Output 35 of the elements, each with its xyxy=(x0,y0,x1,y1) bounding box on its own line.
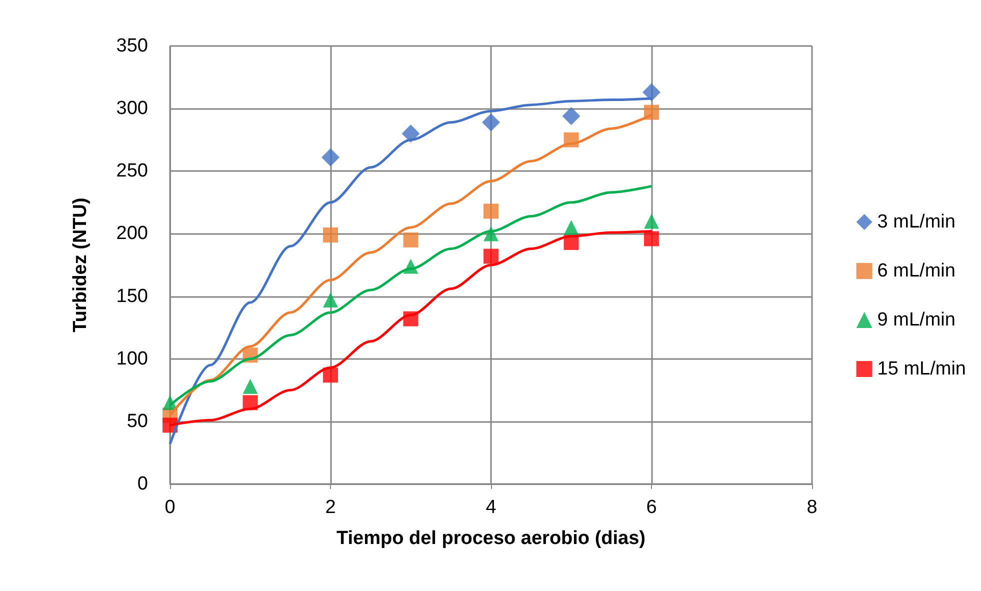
point xyxy=(642,83,660,102)
y-tick-label: 200 xyxy=(116,223,148,244)
x-axis-title: Tiempo del proceso aerobio (dias) xyxy=(336,528,646,549)
point xyxy=(644,231,659,246)
point xyxy=(403,232,418,248)
x-tick-label: 4 xyxy=(486,497,497,518)
y-tick-label: 250 xyxy=(116,160,148,182)
legend-label: 6 mL/min xyxy=(877,260,956,282)
x-tick-label: 2 xyxy=(325,497,336,518)
point xyxy=(644,214,659,229)
legend-label: 3 mL/min xyxy=(877,212,956,232)
y-tick-label: 350 xyxy=(116,36,148,56)
y-tick-label: 150 xyxy=(116,286,148,307)
y-tick-label: 0 xyxy=(137,474,148,494)
point xyxy=(644,104,659,120)
point xyxy=(484,248,498,264)
point xyxy=(323,292,338,308)
x-tick-label: 6 xyxy=(646,497,657,518)
point xyxy=(564,220,579,235)
point xyxy=(323,368,338,383)
x-tick-label: 0 xyxy=(164,497,176,518)
point xyxy=(482,113,500,132)
legend-label: 9 mL/min xyxy=(877,310,956,330)
y-tick-label: 50 xyxy=(126,410,148,432)
legend-label: 15 mL/min xyxy=(877,358,966,380)
y-axis-title: Turbidez (NTU) xyxy=(70,198,91,332)
point xyxy=(323,227,338,242)
x-tick-label: 8 xyxy=(806,497,818,518)
y-tick-label: 100 xyxy=(116,348,148,370)
y-tick-label: 300 xyxy=(116,98,148,120)
point xyxy=(322,148,340,166)
point xyxy=(242,378,258,394)
point xyxy=(562,107,580,126)
point xyxy=(402,124,420,143)
point xyxy=(484,204,498,219)
